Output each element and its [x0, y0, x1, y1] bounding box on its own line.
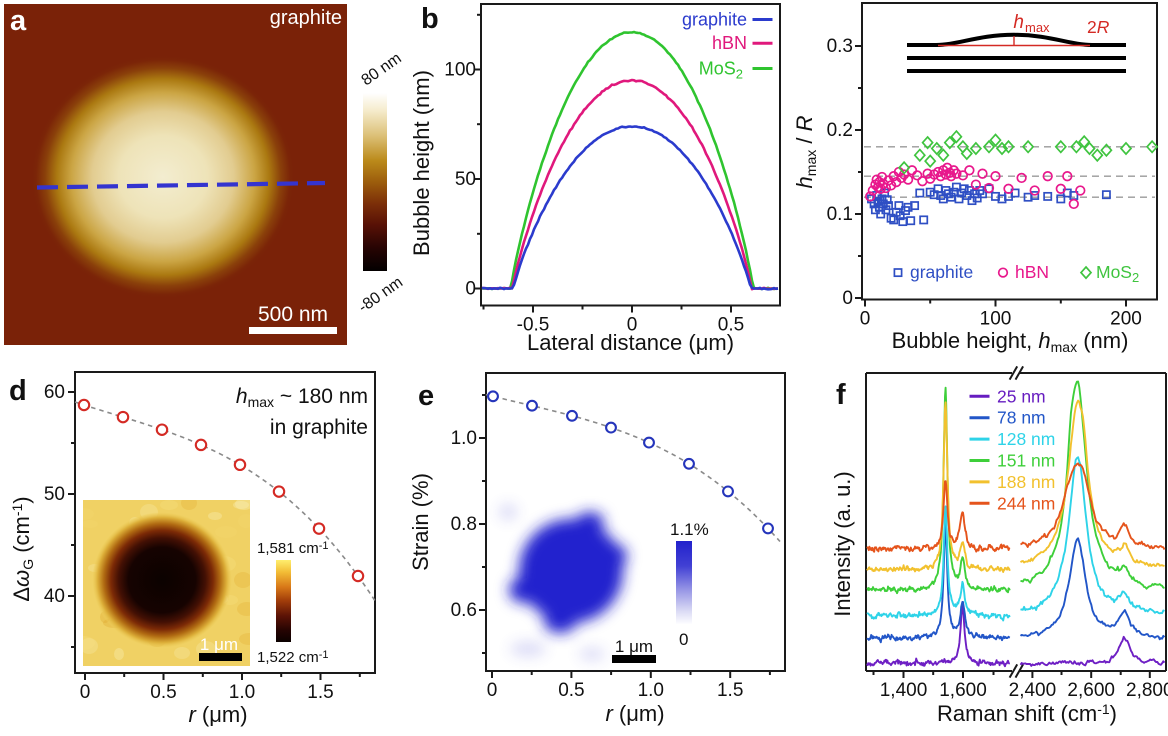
svg-text:128 nm: 128 nm	[997, 429, 1055, 449]
svg-text:60: 60	[44, 382, 65, 403]
svg-text:0.6: 0.6	[451, 600, 477, 621]
svg-text:2,400: 2,400	[1009, 680, 1057, 701]
svg-text:Intensity (a. u.): Intensity (a. u.)	[830, 471, 855, 617]
svg-text:1,522 cm-1: 1,522 cm-1	[257, 649, 328, 666]
svg-text:80 nm: 80 nm	[359, 50, 405, 89]
svg-text:MoS2: MoS2	[699, 59, 743, 82]
svg-text:0: 0	[465, 279, 476, 300]
svg-text:188 nm: 188 nm	[997, 472, 1055, 492]
svg-text:b: b	[421, 3, 439, 35]
svg-text:78 nm: 78 nm	[997, 408, 1046, 428]
svg-text:50: 50	[44, 484, 65, 505]
svg-text:a: a	[10, 5, 27, 37]
svg-text:-0.5: -0.5	[517, 315, 550, 336]
svg-text:100: 100	[444, 60, 476, 81]
svg-text:hmax / R: hmax / R	[792, 115, 819, 188]
svg-text:0: 0	[842, 288, 853, 309]
svg-text:1 μm: 1 μm	[200, 635, 238, 654]
svg-text:0: 0	[487, 680, 498, 701]
svg-text:max: max	[1025, 20, 1050, 35]
svg-text:2,800: 2,800	[1126, 680, 1168, 701]
svg-text:1,400: 1,400	[880, 680, 928, 701]
svg-text:0.5: 0.5	[558, 680, 584, 701]
svg-text:d: d	[9, 375, 27, 407]
svg-text:244 nm: 244 nm	[997, 493, 1055, 513]
svg-text:0.5: 0.5	[150, 682, 176, 703]
svg-text:1,600: 1,600	[939, 680, 987, 701]
svg-text:1.5: 1.5	[307, 682, 333, 703]
svg-text:-80 nm: -80 nm	[356, 274, 407, 316]
svg-text:0: 0	[80, 682, 91, 703]
svg-text:Bubble height, hmax (nm): Bubble height, hmax (nm)	[892, 328, 1129, 355]
svg-text:f: f	[836, 379, 846, 411]
svg-text:ΔωG (cm-1): ΔωG (cm-1)	[9, 496, 36, 601]
svg-text:in graphite: in graphite	[270, 416, 368, 439]
svg-text:1,581 cm-1: 1,581 cm-1	[257, 540, 328, 557]
svg-text:1.5: 1.5	[717, 680, 743, 701]
svg-text:200: 200	[1110, 309, 1142, 330]
svg-text:graphite: graphite	[910, 262, 973, 282]
svg-text:Strain (%): Strain (%)	[408, 473, 433, 571]
svg-text:r (μm): r (μm)	[188, 702, 247, 727]
svg-text:r (μm): r (μm)	[605, 701, 664, 726]
svg-text:Lateral distance (μm): Lateral distance (μm)	[527, 330, 734, 355]
svg-text:0: 0	[860, 309, 871, 330]
svg-text:0.3: 0.3	[827, 36, 853, 57]
svg-text:2R: 2R	[1087, 17, 1110, 37]
svg-text:hBN: hBN	[1015, 262, 1049, 282]
svg-text:graphite: graphite	[270, 7, 342, 29]
svg-text:500 nm: 500 nm	[258, 303, 328, 326]
svg-text:25 nm: 25 nm	[997, 386, 1046, 406]
svg-text:50: 50	[455, 169, 476, 190]
svg-text:Raman shift (cm-1): Raman shift (cm-1)	[937, 701, 1117, 726]
svg-text:Bubble height (nm): Bubble height (nm)	[409, 70, 434, 256]
svg-text:0.1: 0.1	[827, 204, 853, 225]
svg-text:1.0: 1.0	[229, 682, 255, 703]
svg-text:100: 100	[980, 309, 1012, 330]
svg-text:hmax ~ 180 nm: hmax ~ 180 nm	[236, 385, 368, 410]
svg-text:1.0: 1.0	[638, 680, 664, 701]
svg-text:0: 0	[627, 315, 638, 336]
svg-text:0.2: 0.2	[827, 120, 853, 141]
svg-text:e: e	[418, 380, 434, 412]
svg-text:0.5: 0.5	[718, 315, 744, 336]
svg-text:hBN: hBN	[712, 33, 747, 53]
svg-text:h: h	[1013, 12, 1024, 33]
svg-text:40: 40	[44, 586, 65, 607]
svg-text:0: 0	[679, 630, 688, 649]
svg-text:2,600: 2,600	[1067, 680, 1115, 701]
svg-text:0.8: 0.8	[451, 514, 477, 535]
svg-text:151 nm: 151 nm	[997, 451, 1055, 471]
svg-text:MoS2: MoS2	[1096, 262, 1139, 285]
svg-text:1 μm: 1 μm	[615, 637, 653, 656]
svg-text:1.1%: 1.1%	[670, 520, 709, 539]
svg-text:graphite: graphite	[682, 10, 747, 30]
svg-text:1.0: 1.0	[451, 428, 477, 449]
